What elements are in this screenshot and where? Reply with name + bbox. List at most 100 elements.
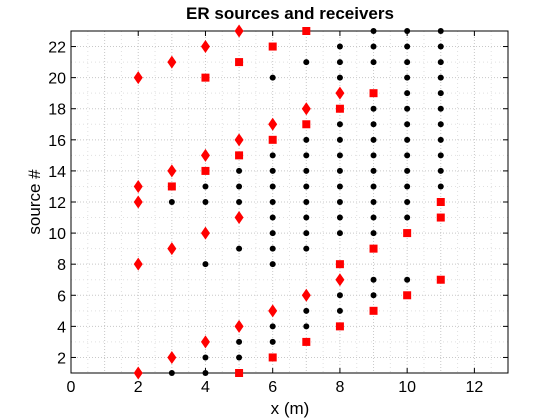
receiver-dot-marker — [336, 121, 343, 128]
receiver-dot-marker — [336, 230, 343, 237]
y-tick-label: 8 — [57, 257, 66, 274]
receiver-dot-marker — [404, 152, 411, 159]
source-diamond-marker — [200, 335, 210, 349]
x-tick-label: 8 — [335, 379, 344, 396]
y-tick-label: 10 — [48, 226, 66, 243]
receiver-dot-marker — [370, 276, 377, 283]
receiver-dot-marker — [437, 183, 444, 190]
receiver-dot-marker — [370, 214, 377, 221]
receiver-square-marker — [235, 151, 244, 160]
receiver-dot-marker — [269, 199, 276, 205]
receiver-square-marker — [268, 42, 277, 51]
receiver-dot-marker — [336, 43, 343, 50]
receiver-dot-marker — [370, 183, 377, 190]
receiver-dot-marker — [269, 230, 276, 237]
receiver-dot-marker — [437, 167, 444, 174]
receiver-dot-marker — [202, 199, 209, 205]
receiver-dot-marker — [269, 152, 276, 159]
receiver-dot-marker — [336, 183, 343, 190]
receiver-square-marker — [436, 275, 445, 284]
receiver-dot-marker — [303, 214, 310, 221]
receiver-dot-marker — [236, 338, 243, 345]
source-diamond-marker — [234, 319, 244, 333]
receiver-dot-marker — [437, 59, 444, 66]
receiver-dot-marker — [236, 183, 243, 190]
receiver-square-marker — [335, 322, 344, 331]
y-tick-label: 20 — [48, 71, 66, 88]
receiver-dot-marker — [303, 230, 310, 237]
receiver-square-marker — [436, 198, 445, 206]
receiver-square-marker — [268, 353, 277, 362]
source-diamond-marker — [133, 257, 143, 271]
y-tick-label: 12 — [48, 195, 66, 212]
receiver-dot-marker — [269, 338, 276, 345]
receiver-dot-marker — [437, 136, 444, 143]
receiver-dot-marker — [437, 28, 444, 34]
receiver-square-marker — [403, 229, 412, 238]
receiver-square-marker — [167, 182, 176, 191]
receiver-square-marker — [369, 306, 378, 315]
source-diamond-marker — [335, 86, 345, 100]
receiver-dot-marker — [404, 90, 411, 97]
receiver-dot-marker — [269, 214, 276, 221]
receiver-square-marker — [235, 58, 244, 67]
receiver-dot-marker — [303, 152, 310, 159]
receiver-square-marker — [201, 73, 210, 82]
receiver-dot-marker — [336, 199, 343, 205]
receiver-dot-marker — [269, 261, 276, 268]
source-diamond-marker — [200, 148, 210, 162]
receiver-dot-marker — [303, 307, 310, 314]
source-diamond-marker — [133, 366, 143, 380]
receiver-dot-marker — [404, 183, 411, 190]
receiver-dot-marker — [404, 43, 411, 50]
receiver-dot-marker — [303, 323, 310, 330]
receiver-dot-marker — [236, 199, 243, 205]
y-tick-label: 18 — [48, 102, 66, 119]
receiver-dot-marker — [404, 28, 411, 34]
data-marks — [133, 24, 445, 380]
x-tick-label: 2 — [134, 379, 143, 396]
receiver-square-marker — [369, 244, 378, 253]
receiver-dot-marker — [370, 152, 377, 159]
x-tick-label: 10 — [398, 379, 416, 396]
x-tick-label: 6 — [268, 379, 277, 396]
receiver-square-marker — [235, 369, 244, 377]
receiver-dot-marker — [202, 370, 209, 376]
receiver-dot-marker — [202, 261, 209, 268]
receiver-dot-marker — [370, 121, 377, 128]
receiver-dot-marker — [202, 354, 209, 361]
receiver-dot-marker — [336, 74, 343, 81]
receiver-dot-marker — [303, 59, 310, 66]
receiver-dot-marker — [236, 354, 243, 361]
source-diamond-marker — [234, 133, 244, 147]
chart-title: ER sources and receivers — [186, 4, 394, 23]
receiver-dot-marker — [404, 59, 411, 66]
receiver-dot-marker — [168, 199, 175, 205]
receiver-dot-marker — [269, 74, 276, 81]
receiver-dot-marker — [437, 74, 444, 81]
receiver-dot-marker — [336, 167, 343, 174]
y-tick-label: 4 — [57, 319, 66, 336]
receiver-dot-marker — [370, 43, 377, 50]
receiver-dot-marker — [370, 136, 377, 143]
receiver-square-marker — [436, 213, 445, 222]
receiver-dot-marker — [303, 245, 310, 252]
receiver-dot-marker — [437, 90, 444, 97]
source-diamond-marker — [234, 24, 244, 38]
receiver-dot-marker — [404, 121, 411, 128]
receiver-dot-marker — [370, 292, 377, 299]
receiver-dot-marker — [336, 59, 343, 66]
x-tick-label: 4 — [201, 379, 210, 396]
receiver-dot-marker — [269, 183, 276, 190]
x-tick-label: 0 — [67, 379, 76, 396]
y-tick-label: 16 — [48, 133, 66, 150]
source-diamond-marker — [167, 350, 177, 364]
receiver-dot-marker — [336, 152, 343, 159]
receiver-dot-marker — [269, 323, 276, 330]
receiver-dot-marker — [437, 121, 444, 128]
receiver-dot-marker — [269, 167, 276, 174]
source-diamond-marker — [167, 242, 177, 256]
receiver-dot-marker — [404, 74, 411, 81]
receiver-square-marker — [335, 260, 344, 269]
